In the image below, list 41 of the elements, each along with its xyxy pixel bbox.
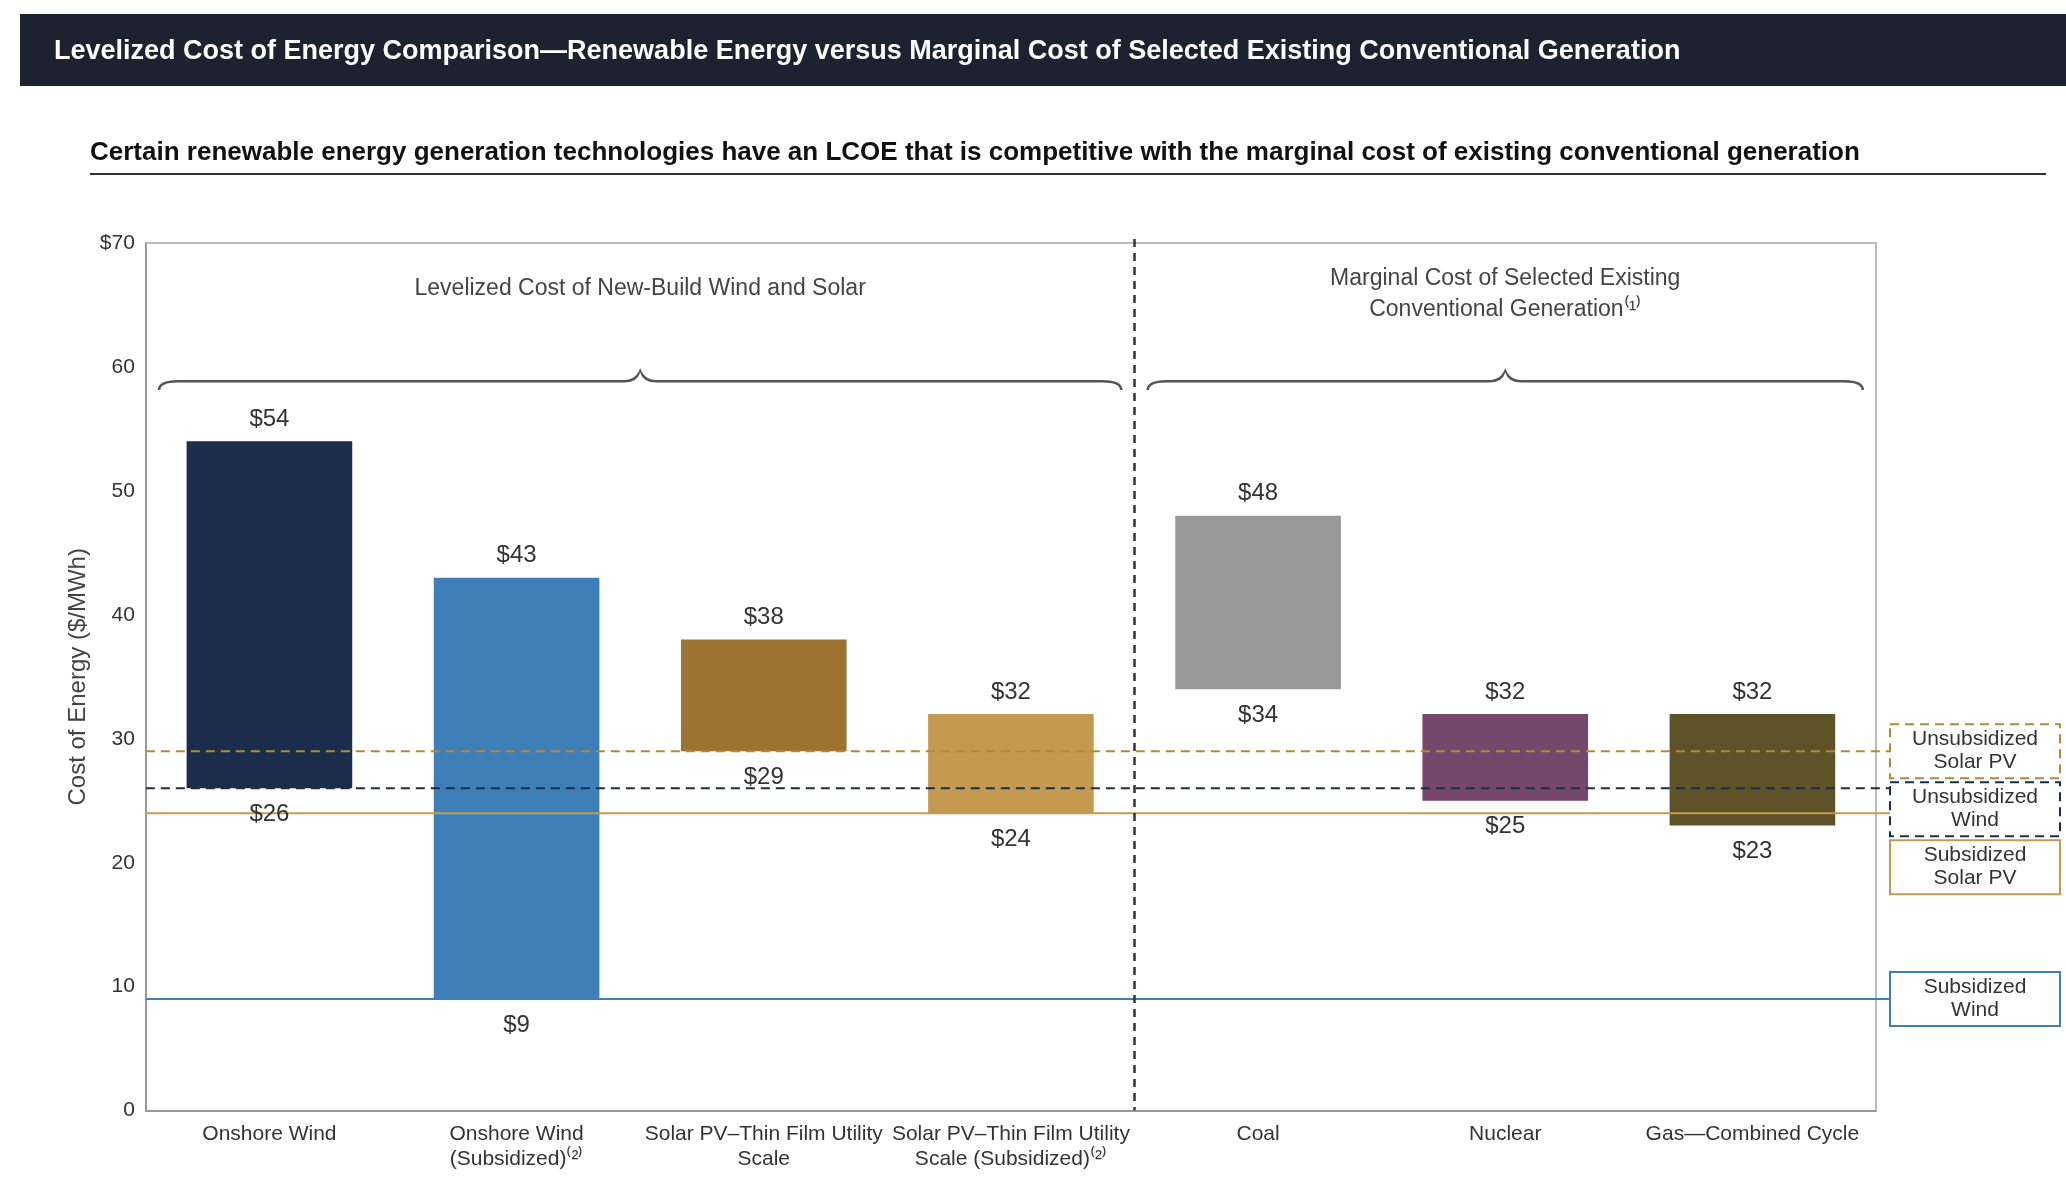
annotation: $23 (1732, 836, 1773, 864)
y-tick-label: 10 (111, 973, 135, 997)
ref-line-label: Subsidized Wind (1923, 974, 2027, 1021)
annotation: Marginal Cost of Selected Existing Conventional Generation⁽¹⁾ (1330, 264, 1681, 321)
y-tick-label: 20 (111, 849, 135, 873)
x-tick-label: Coal (1236, 1121, 1280, 1144)
ref-line-label: Subsidized Solar PV (1923, 842, 2027, 889)
annotation: $54 (249, 403, 290, 431)
annotation: $32 (1732, 676, 1773, 704)
x-tick-label: Onshore Wind (202, 1121, 337, 1144)
annotation: $32 (990, 676, 1031, 704)
annotation: $38 (743, 602, 784, 630)
bar (1422, 713, 1589, 801)
x-tick-label: Solar PV–Thin Film Utility Scale (644, 1121, 884, 1170)
annotation: $9 (503, 1009, 530, 1037)
ref-line-label: Unsubsidized Solar PV (1911, 726, 2039, 773)
y-tick-label: 30 (111, 725, 135, 749)
annotation: $43 (496, 540, 537, 568)
y-tick-label: 60 (111, 353, 135, 377)
annotation: $34 (1238, 699, 1279, 727)
y-tick-label: 40 (111, 601, 135, 625)
ref-line-label: Unsubsidized Wind (1911, 784, 2039, 831)
x-tick-label: Nuclear (1469, 1121, 1542, 1144)
annotation: $24 (990, 823, 1031, 851)
x-tick-label: Solar PV–Thin Film Utility Scale (Subsidized)⁽²⁾ (891, 1121, 1131, 1170)
y-axis-title: Cost of Energy ($/MWh) (63, 548, 91, 806)
x-tick-label: Onshore Wind (Subsidized)⁽²⁾ (449, 1121, 584, 1170)
annotation: Levelized Cost of New-Build Wind and Solar (414, 274, 867, 300)
annotation: $25 (1485, 811, 1526, 839)
bar (1669, 713, 1836, 826)
y-tick-label: 50 (111, 477, 135, 501)
y-tick-label: $70 (99, 229, 135, 253)
annotation: $29 (743, 761, 784, 789)
bar (1175, 515, 1341, 690)
y-tick-label: 0 (123, 1097, 135, 1121)
annotation: $32 (1485, 676, 1526, 704)
chart-subtitle: Certain renewable energy generation technologies have an LCOE that is competitive with the marginal cost of existing conventional generation (90, 136, 2046, 175)
bar (680, 639, 847, 752)
annotation: $48 (1238, 478, 1279, 506)
x-tick-label: Gas—Combined Cycle (1645, 1121, 1860, 1144)
chart-title: Levelized Cost of Energy Comparison—Renewable Energy versus Marginal Cost of Selected Existing Conventional Generation (20, 14, 2066, 86)
